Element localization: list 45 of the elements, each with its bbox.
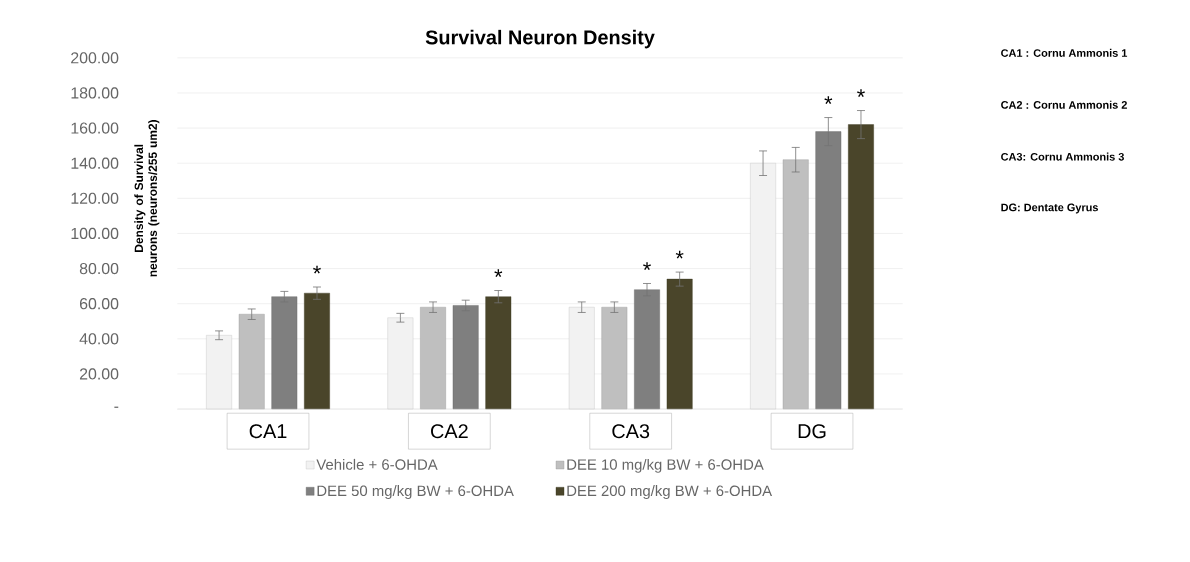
y-tick-label: 180.00 <box>71 87 119 99</box>
y-tick-label: 20.00 <box>79 368 119 380</box>
x-tick-label: CA3 <box>612 424 650 439</box>
y-tick-label: 60.00 <box>79 298 119 310</box>
bar <box>848 124 874 410</box>
x-tick-label: CA1 <box>249 424 287 439</box>
bar <box>452 305 479 410</box>
y-tick-label: 160.00 <box>71 122 119 134</box>
data-label: * <box>494 269 503 278</box>
bar <box>304 293 330 410</box>
y-tick-label: - <box>114 406 119 409</box>
text: CA1 : Cornu Ammonis 1 <box>1001 49 1128 58</box>
bar <box>750 163 776 410</box>
bar <box>485 296 512 410</box>
y-tick-label: 140.00 <box>71 157 119 169</box>
data-label: * <box>824 96 833 105</box>
data-label: * <box>313 265 321 274</box>
text: CA3: Cornu Ammonis 3 <box>1001 152 1124 161</box>
bar <box>601 307 628 410</box>
bar <box>420 307 446 410</box>
bar <box>271 296 298 410</box>
text: CA2 : Cornu Ammonis 2 <box>1001 100 1127 109</box>
text: DG: Dentate Gyrus <box>1001 203 1098 214</box>
chart-title: Survival Neuron Density <box>425 30 655 49</box>
y-tick-label: 80.00 <box>79 263 119 275</box>
data-label: * <box>643 262 651 271</box>
data-label: * <box>857 89 865 98</box>
legend-label: Vehicle + 6-OHDA <box>316 459 438 470</box>
bar <box>568 307 595 410</box>
data-label: * <box>675 251 684 259</box>
x-tick-label: DG <box>798 424 826 439</box>
bar <box>387 317 414 410</box>
legend-label: DEE 50 mg/kg BW + 6-OHDA <box>317 485 514 500</box>
y-axis-title: Density of Survival neurons (neurons/255 um2) <box>134 120 160 277</box>
y-tick-label: 100.00 <box>71 227 119 240</box>
legend-label: DEE 10 mg/kg BW + 6-OHDA <box>567 459 764 473</box>
y-tick-label: 40.00 <box>79 333 119 345</box>
y-tick-label: 120.00 <box>71 192 119 205</box>
x-tick-label: CA2 <box>431 424 468 439</box>
legend-label: DEE 200 mg/kg BW + 6-OHDA <box>567 485 773 500</box>
bar <box>782 159 809 410</box>
bar <box>238 314 265 410</box>
bar <box>666 279 693 410</box>
bar <box>206 335 232 410</box>
y-tick-label: 200.00 <box>71 52 119 64</box>
